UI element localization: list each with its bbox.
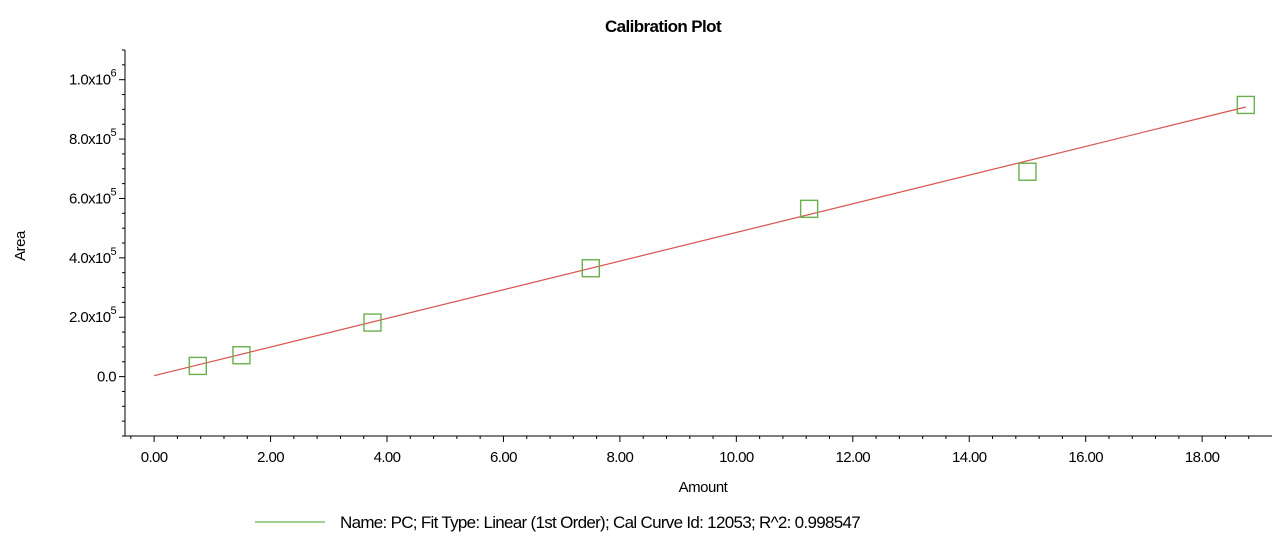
- data-point: [363, 313, 382, 332]
- data-point: [1236, 95, 1255, 115]
- y-tick-label: 6.0x105: [69, 186, 116, 207]
- y-tick-mantissa: 1.0x10: [69, 72, 111, 89]
- y-tick-mantissa: 6.0x10: [69, 190, 111, 207]
- y-axis-label: Area: [12, 230, 29, 261]
- y-tick-exponent: 5: [110, 127, 116, 139]
- data-point: [799, 199, 819, 219]
- x-tick-label: 2.00: [257, 449, 284, 466]
- plot-area: [153, 95, 1255, 377]
- y-tick-mantissa: 8.0x10: [69, 131, 111, 148]
- y-tick-mantissa: 2.0x10: [69, 309, 111, 326]
- data-point: [232, 346, 251, 365]
- x-tick-label: 16.00: [1068, 449, 1103, 466]
- x-tick-label: 18.00: [1185, 449, 1220, 466]
- y-tick-label: 0.0: [97, 369, 116, 386]
- y-tick-label: 1.0x106: [69, 68, 116, 89]
- legend-text: Name: PC; Fit Type: Linear (1st Order); …: [340, 513, 860, 532]
- y-tick-mantissa: 4.0x10: [69, 250, 111, 267]
- x-tick-label: 0.00: [141, 449, 168, 466]
- y-tick-label: 4.0x105: [69, 246, 116, 267]
- x-tick-label: 14.00: [952, 449, 987, 466]
- fit-line: [153, 106, 1246, 377]
- y-tick-exponent: 6: [110, 68, 116, 80]
- x-axis-label: Amount: [679, 479, 729, 496]
- data-point: [1018, 162, 1037, 181]
- x-axis: 0.00 2.00 4.00 6.00 8.00 10.00 12.00 14.00 16.00…: [125, 435, 1272, 466]
- y-tick-exponent: 5: [110, 305, 116, 317]
- x-tick-label: 12.00: [836, 449, 871, 466]
- y-tick-label: 2.0x105: [69, 305, 116, 326]
- y-tick-exponent: 5: [110, 246, 116, 258]
- y-tick-exponent: 5: [110, 186, 116, 198]
- x-tick-label: 8.00: [607, 449, 634, 466]
- y-tick-mantissa: 0.0: [97, 369, 116, 386]
- legend: Name: PC; Fit Type: Linear (1st Order); …: [255, 513, 861, 532]
- x-tick-label: 6.00: [490, 449, 517, 466]
- data-point: [188, 356, 207, 376]
- data-point: [581, 259, 600, 278]
- x-tick-label: 4.00: [374, 449, 401, 466]
- x-tick-label: 10.00: [719, 449, 754, 466]
- y-tick-label: 8.0x105: [69, 127, 116, 148]
- chart-title: Calibration Plot: [605, 17, 722, 36]
